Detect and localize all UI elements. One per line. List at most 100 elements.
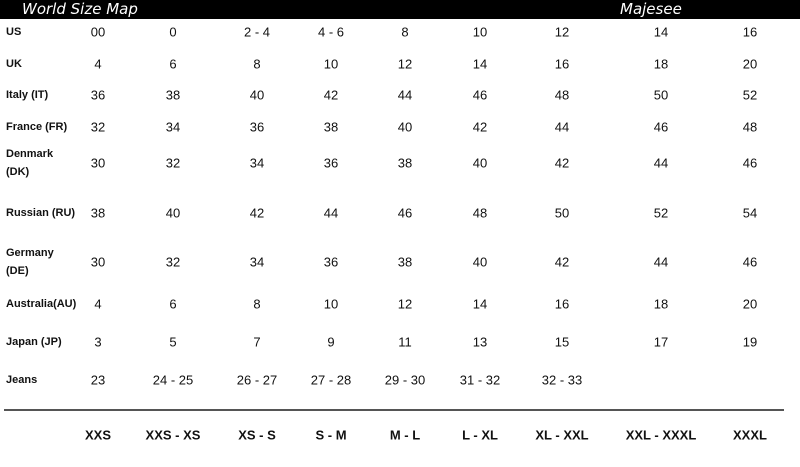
cell: 32 <box>90 119 106 135</box>
cell: 42 <box>323 87 339 103</box>
cell: 54 <box>742 205 758 221</box>
size-label: S - M <box>315 427 347 443</box>
cell: 13 <box>472 334 488 350</box>
cell: 2 - 4 <box>243 24 270 40</box>
cell: 38 <box>323 119 339 135</box>
cell: 42 <box>472 119 488 135</box>
cell: 44 <box>323 205 339 221</box>
cell: 32 <box>165 254 181 270</box>
cell: 34 <box>249 254 265 270</box>
size-label: XS - S <box>238 427 276 443</box>
cell: 38 <box>397 155 413 171</box>
size-label: L - XL <box>462 427 498 443</box>
row-label: Japan (JP) <box>6 336 62 348</box>
cell: 12 <box>397 56 413 72</box>
cell: 8 <box>401 24 409 40</box>
size-label: M - L <box>389 427 421 443</box>
cell: 17 <box>653 334 669 350</box>
row-label: France (FR) <box>6 121 68 133</box>
cell: 00 <box>90 24 106 40</box>
cell: 38 <box>165 87 181 103</box>
cell: 36 <box>90 87 106 103</box>
cell: 6 <box>169 296 177 312</box>
cell: 12 <box>397 296 413 312</box>
cell: 16 <box>554 56 570 72</box>
cell: 46 <box>742 254 758 270</box>
cell: 20 <box>742 296 758 312</box>
cell: 9 <box>327 334 335 350</box>
cell: 44 <box>653 155 669 171</box>
cell: 4 - 6 <box>317 24 344 40</box>
cell: 15 <box>554 334 570 350</box>
cell: 0 <box>169 24 177 40</box>
cell: 4 <box>94 56 102 72</box>
cell: 52 <box>653 205 669 221</box>
cell: 42 <box>554 254 570 270</box>
cell: 50 <box>653 87 669 103</box>
cell: 26 - 27 <box>236 372 278 388</box>
cell: 42 <box>554 155 570 171</box>
size-label: XXS - XS <box>145 427 201 443</box>
brand: Majesee <box>620 0 682 18</box>
cell: 44 <box>397 87 413 103</box>
cell: 29 - 30 <box>384 372 426 388</box>
cell: 46 <box>397 205 413 221</box>
cell: 18 <box>653 56 669 72</box>
cell: 16 <box>554 296 570 312</box>
cell: 4 <box>94 296 102 312</box>
size-label: XXL - XXXL <box>625 427 697 443</box>
title: World Size Map <box>22 0 138 18</box>
row-label: Jeans <box>6 374 38 386</box>
size-label: XXXL <box>733 427 767 443</box>
cell: 20 <box>742 56 758 72</box>
size-label: XL - XXL <box>535 427 589 443</box>
row-label: Australia(AU) <box>6 298 77 310</box>
cell: 38 <box>90 205 106 221</box>
cell: 40 <box>249 87 265 103</box>
cell: 38 <box>397 254 413 270</box>
cell: 40 <box>165 205 181 221</box>
cell: 19 <box>742 334 758 350</box>
cell: 36 <box>323 254 339 270</box>
cell: 34 <box>165 119 181 135</box>
cell: 31 - 32 <box>459 372 501 388</box>
cell: 44 <box>653 254 669 270</box>
cell: 10 <box>323 56 339 72</box>
cell: 36 <box>249 119 265 135</box>
cell: 16 <box>742 24 758 40</box>
row-label: Germany (DE) <box>6 247 54 277</box>
cell: 40 <box>397 119 413 135</box>
size-label: XXS <box>84 427 111 443</box>
cell: 6 <box>169 56 177 72</box>
cell: 10 <box>472 24 488 40</box>
cell: 34 <box>249 155 265 171</box>
row-label: US <box>6 26 22 38</box>
cell: 7 <box>253 334 261 350</box>
cell: 44 <box>554 119 570 135</box>
cell: 12 <box>554 24 570 40</box>
cell: 14 <box>653 24 669 40</box>
cell: 23 <box>90 372 106 388</box>
cell: 27 - 28 <box>310 372 352 388</box>
cell: 30 <box>90 254 106 270</box>
cell: 46 <box>742 155 758 171</box>
row-label: Russian (RU) <box>6 207 76 219</box>
cell: 30 <box>90 155 106 171</box>
cell: 42 <box>249 205 265 221</box>
row-label: UK <box>6 58 22 70</box>
cell: 8 <box>253 56 261 72</box>
cell: 24 - 25 <box>152 372 194 388</box>
row-label: Italy (IT) <box>6 89 49 101</box>
cell: 50 <box>554 205 570 221</box>
cell: 8 <box>253 296 261 312</box>
cell: 46 <box>472 87 488 103</box>
header-bar <box>0 0 800 19</box>
cell: 48 <box>742 119 758 135</box>
cell: 32 <box>165 155 181 171</box>
cell: 40 <box>472 155 488 171</box>
row-label: Denmark (DK) <box>6 148 54 178</box>
cell: 10 <box>323 296 339 312</box>
cell: 14 <box>472 56 488 72</box>
cell: 40 <box>472 254 488 270</box>
